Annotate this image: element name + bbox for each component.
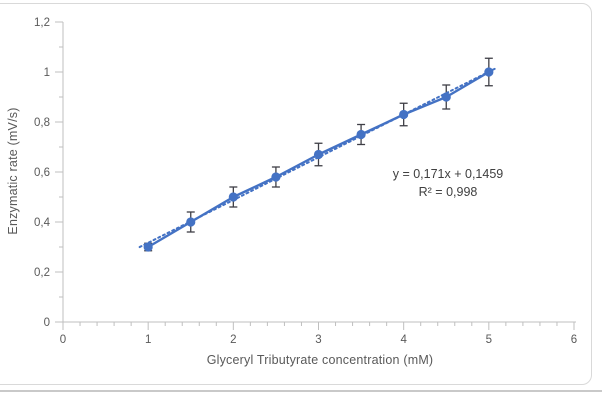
x-tick-label: 1	[145, 334, 151, 346]
y-tick-label: 0,2	[34, 267, 50, 279]
x-tick-label: 6	[571, 334, 577, 346]
x-tick-label: 5	[486, 334, 492, 346]
x-tick-label: 3	[315, 334, 321, 346]
x-tick-label: 0	[60, 334, 66, 346]
data-point-marker	[186, 217, 196, 227]
data-point-marker	[484, 67, 494, 77]
data-point-marker	[313, 149, 324, 160]
y-tick-label: 0,8	[34, 117, 50, 129]
data-point-marker	[441, 92, 451, 102]
r-squared-value: R² = 0,998	[418, 185, 478, 199]
bottom-divider	[0, 390, 602, 392]
x-tick-label: 4	[400, 334, 407, 346]
data-point-marker	[228, 192, 238, 202]
y-axis-title: Enzymatic rate (mV/s)	[6, 107, 20, 235]
data-point-marker	[271, 172, 281, 182]
y-tick-label: 0,4	[34, 217, 51, 229]
y-tick-label: 0	[44, 317, 50, 329]
data-point-marker	[356, 129, 366, 140]
chart-frame	[0, 3, 592, 385]
trendline-equation: y = 0,171x + 0,1459	[392, 167, 504, 181]
data-point-marker	[143, 242, 153, 252]
trendline-annotation: y = 0,171x + 0,1459 R² = 0,998	[370, 165, 526, 201]
y-tick-label: 0,6	[34, 167, 50, 179]
y-tick-label: 1,2	[34, 17, 50, 29]
x-axis-title: Glyceryl Tributyrate concentration (mM)	[206, 353, 434, 367]
x-tick-label: 2	[230, 334, 236, 346]
y-tick-label: 1	[44, 67, 50, 79]
data-point-marker	[399, 109, 409, 120]
